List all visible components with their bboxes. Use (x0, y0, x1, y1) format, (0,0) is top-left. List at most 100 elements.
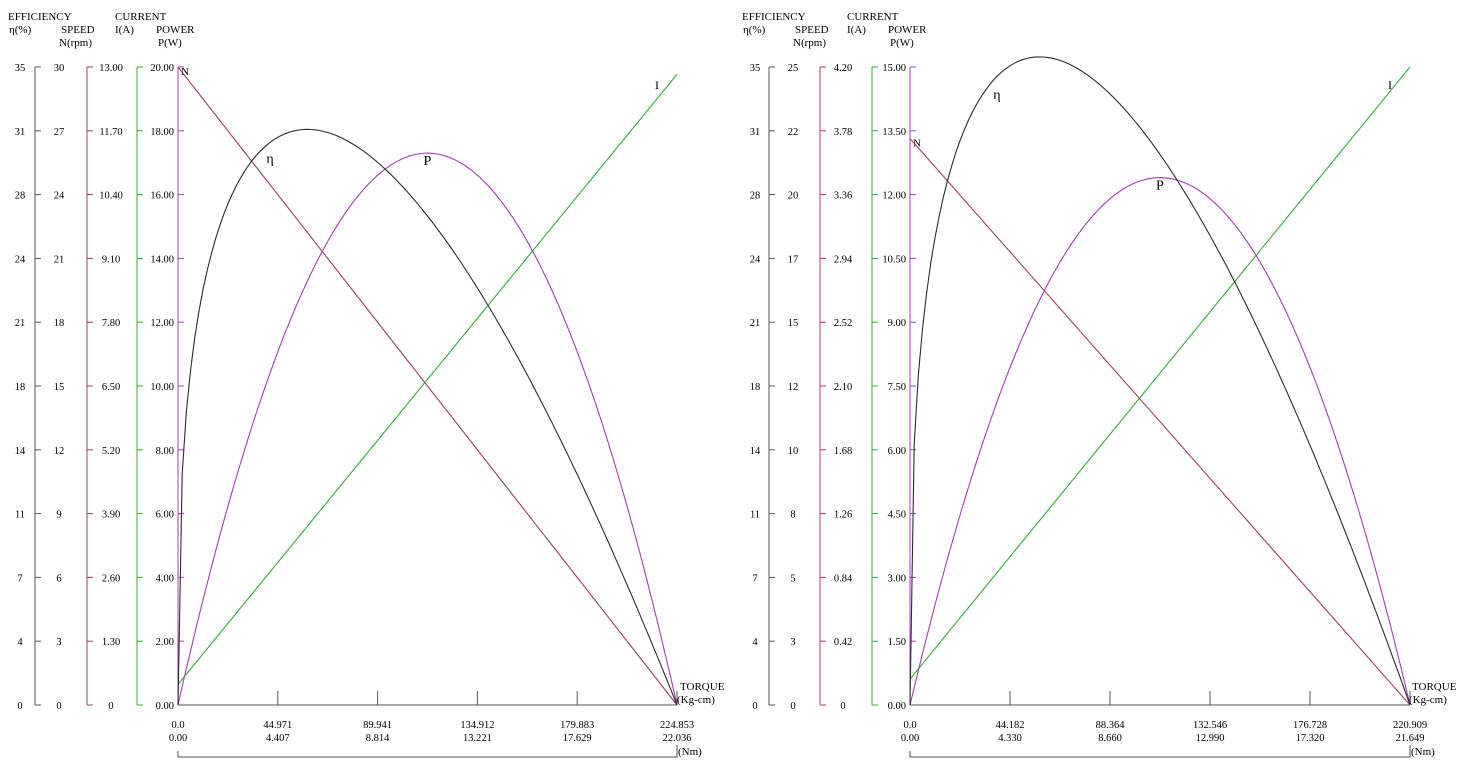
power-tick-label: 18.00 (150, 127, 174, 138)
torque-label: TORQUE (1412, 681, 1457, 693)
efficiency-tick-label: 11 (15, 510, 25, 521)
speed-tick-label: 20 (788, 191, 799, 202)
power-tick-label: 10.50 (882, 254, 906, 265)
speed-unit: N(rpm) (59, 37, 92, 49)
speed-tick-label: 21 (54, 254, 65, 265)
current-tick-label: 3.78 (834, 127, 852, 138)
current-curve (177, 74, 678, 685)
power-tick-label: 3.00 (888, 573, 906, 584)
power-tick-label: 16.00 (150, 191, 174, 202)
speed-tick-label: 25 (788, 63, 799, 74)
current-tick-label: 1.30 (102, 637, 120, 648)
speed-tick-label: 8 (790, 510, 795, 521)
speed-tick-label: 22 (788, 127, 799, 138)
power-tick-label: 0.00 (888, 701, 906, 712)
efficiency-header: EFFICIENCY (742, 11, 806, 23)
torque-kgcm-tick-label: 176.728 (1293, 720, 1327, 731)
current-tick-label: 1.68 (834, 446, 852, 457)
efficiency-curve-label: η (266, 152, 273, 167)
current-unit: I(A) (847, 24, 866, 36)
efficiency-tick-label: 18 (15, 382, 26, 393)
efficiency-tick-label: 28 (750, 191, 761, 202)
current-tick-label: 11.70 (99, 127, 122, 138)
speed-unit: N(rpm) (793, 37, 826, 49)
current-header: CURRENT (847, 11, 899, 23)
torque-kgcm-tick-label: 44.182 (996, 720, 1025, 731)
power-unit: P(W) (158, 37, 182, 49)
torque-kgcm-tick-label: 0.0 (171, 720, 184, 731)
current-header: CURRENT (115, 11, 167, 23)
current-tick-label: 0.84 (834, 573, 853, 584)
power-tick-label: 7.50 (888, 382, 906, 393)
torque-kgcm-tick-label: 132.546 (1193, 720, 1227, 731)
speed-tick-label: 30 (54, 63, 65, 74)
torque-nm-tick-label: 8.660 (1098, 733, 1122, 744)
efficiency-tick-label: 31 (15, 127, 26, 138)
speed-curve (909, 138, 1411, 706)
efficiency-tick-label: 0 (752, 701, 757, 712)
power-tick-label: 13.50 (882, 127, 906, 138)
current-tick-label: 2.60 (102, 573, 120, 584)
power-tick-label: 2.00 (156, 637, 174, 648)
current-tick-label: 7.80 (102, 318, 120, 329)
speed-curve-label: N (913, 137, 921, 149)
speed-tick-label: 5 (790, 573, 795, 584)
torque-nm-tick-label: 0.00 (169, 733, 187, 744)
torque-kgcm-tick-label: 179.883 (560, 720, 594, 731)
torque-kgcm-tick-label: 134.912 (460, 720, 494, 731)
efficiency-tick-label: 4 (752, 637, 758, 648)
efficiency-tick-label: 35 (750, 63, 761, 74)
efficiency-tick-label: 24 (750, 254, 761, 265)
efficiency-tick-label: 24 (15, 254, 26, 265)
current-tick-label: 2.10 (834, 382, 852, 393)
speed-tick-label: 12 (788, 382, 799, 393)
power-curve (177, 152, 678, 706)
current-tick-label: 13.00 (99, 63, 123, 74)
current-tick-label: 0 (840, 701, 845, 712)
speed-tick-label: 27 (54, 127, 65, 138)
power-curve (909, 177, 1411, 706)
torque-nm-tick-label: 4.407 (266, 733, 290, 744)
efficiency-unit: η(%) (743, 24, 766, 36)
torque-kgcm-tick-label: 220.909 (1393, 720, 1427, 731)
torque-nm-tick-label: 13.221 (463, 733, 492, 744)
current-tick-label: 3.36 (834, 191, 852, 202)
speed-tick-label: 15 (788, 318, 799, 329)
torque-nm-tick-label: 21.649 (1396, 733, 1425, 744)
current-curve-label: I (655, 78, 659, 92)
nm-bracket (909, 745, 1411, 758)
power-header: POWER (156, 24, 195, 36)
torque-nm-tick-label: 4.330 (998, 733, 1022, 744)
efficiency-tick-label: 7 (752, 573, 757, 584)
current-tick-label: 6.50 (102, 382, 120, 393)
torque-unit-nm: (Nm) (678, 746, 702, 758)
power-curve-label: P (1156, 179, 1164, 194)
current-tick-label: 2.94 (834, 254, 853, 265)
speed-tick-label: 3 (56, 637, 61, 648)
power-tick-label: 15.00 (882, 63, 906, 74)
efficiency-tick-label: 31 (750, 127, 761, 138)
current-tick-label: 3.90 (102, 510, 120, 521)
efficiency-tick-label: 14 (750, 446, 761, 457)
nm-bracket (177, 745, 678, 758)
speed-tick-label: 3 (790, 637, 795, 648)
torque-nm-tick-label: 17.629 (563, 733, 592, 744)
power-tick-label: 14.00 (150, 254, 174, 265)
current-tick-label: 10.40 (99, 191, 123, 202)
efficiency-tick-label: 18 (750, 382, 761, 393)
current-curve-label: I (1388, 78, 1392, 92)
speed-header: SPEED (61, 24, 95, 36)
speed-tick-label: 12 (54, 446, 65, 457)
torque-nm-tick-label: 17.320 (1296, 733, 1325, 744)
power-tick-label: 4.50 (888, 510, 906, 521)
efficiency-tick-label: 7 (17, 573, 22, 584)
efficiency-tick-label: 28 (15, 191, 26, 202)
speed-curve-label: N (181, 66, 189, 78)
speed-tick-label: 9 (56, 510, 61, 521)
power-tick-label: 4.00 (156, 573, 174, 584)
efficiency-tick-label: 35 (15, 63, 26, 74)
torque-kgcm-tick-label: 224.853 (660, 720, 694, 731)
